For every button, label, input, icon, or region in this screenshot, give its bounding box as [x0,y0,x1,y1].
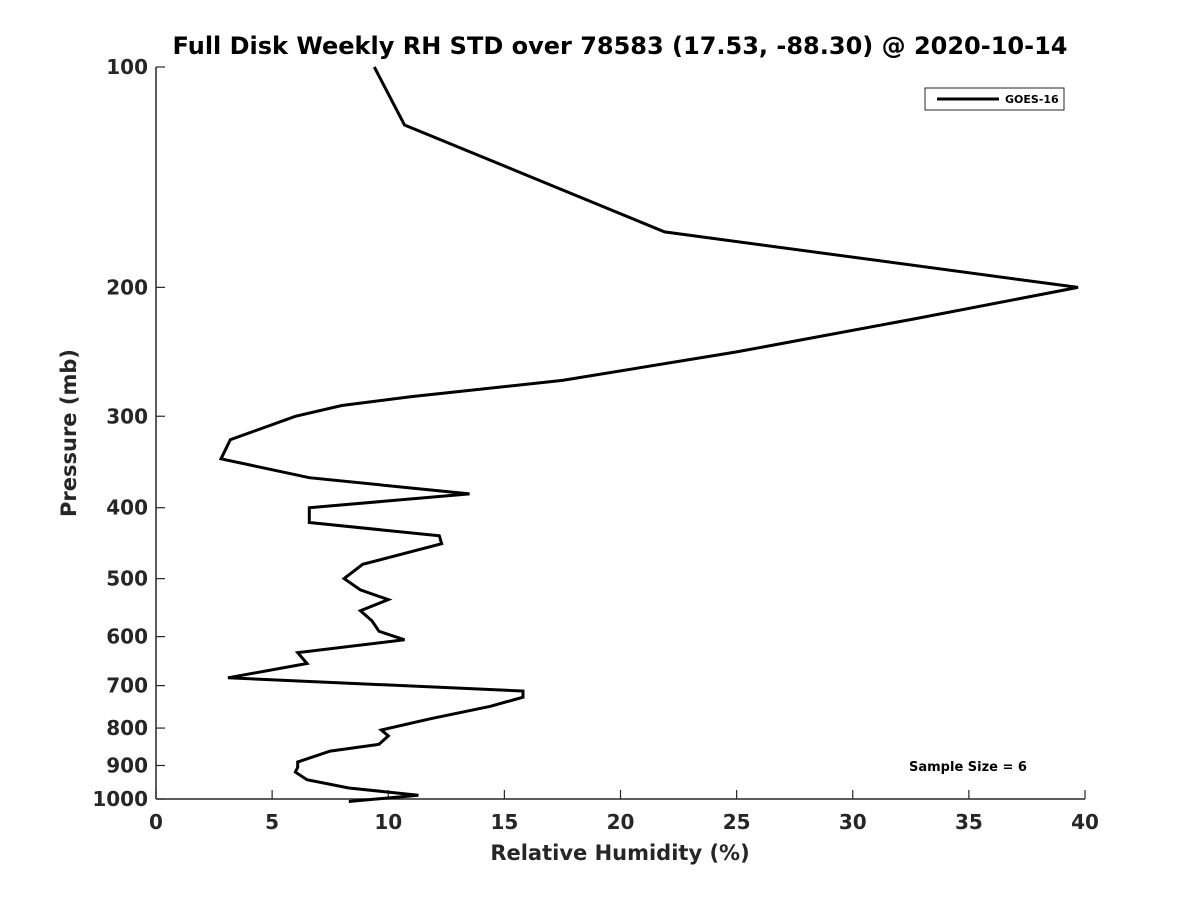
y-axis-ticks: 100 200 300 400 500 600 700 800 900 1000 [92,55,165,811]
y-tick-label: 400 [106,496,148,520]
y-tick-label: 200 [106,275,148,299]
legend-label-goes-16: GOES-16 [1005,93,1059,106]
y-axis-label: Pressure (mb) [57,349,81,517]
x-tick-label: 25 [723,810,751,834]
x-tick-label: 5 [265,810,279,834]
y-tick-label: 900 [106,754,148,778]
y-tick-label: 500 [106,567,148,591]
x-axis-label: Relative Humidity (%) [490,841,749,865]
legend: GOES-16 [924,87,1065,111]
y-tick-label: 100 [106,55,148,79]
chart-title: Full Disk Weekly RH STD over 78583 (17.5… [173,32,1068,60]
sample-size-annotation: Sample Size = 6 [909,760,1027,775]
y-tick-label: 600 [106,625,148,649]
x-tick-label: 30 [839,810,867,834]
x-tick-label: 35 [955,810,983,834]
series-line-goes-16 [218,66,1079,803]
x-tick-label: 10 [374,810,402,834]
x-tick-label: 20 [607,810,635,834]
x-tick-label: 15 [490,810,518,834]
y-tick-label: 300 [106,404,148,428]
x-axis-ticks: 0 5 10 15 20 25 30 35 40 [149,790,1099,834]
y-tick-label: 1000 [92,787,148,811]
x-tick-label: 40 [1071,810,1099,834]
y-tick-label: 700 [106,674,148,698]
y-tick-label: 800 [106,716,148,740]
x-tick-label: 0 [149,810,163,834]
series-group [218,66,1079,803]
